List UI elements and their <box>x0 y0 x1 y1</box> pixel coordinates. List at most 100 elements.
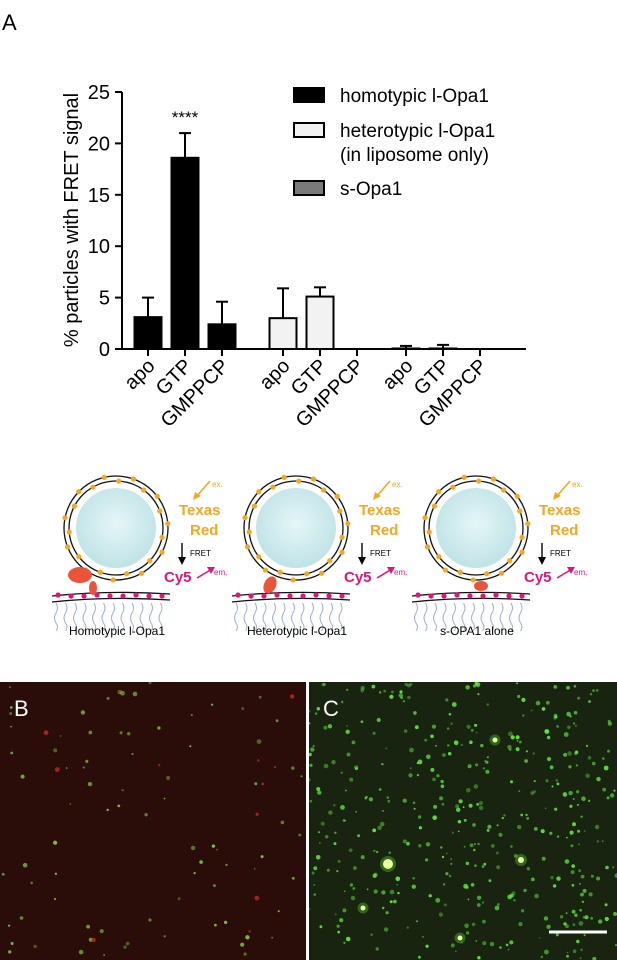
fret-arrowhead <box>538 557 546 565</box>
fluorescent-spot <box>442 883 446 886</box>
fluorescent-spot <box>22 862 28 868</box>
fluorescent-spot <box>482 919 486 924</box>
liposome-membrane-inner <box>428 480 524 576</box>
fluorescent-spot <box>451 702 457 707</box>
fluorescent-spot <box>396 884 398 886</box>
fluorescent-spot <box>407 683 411 688</box>
fluorescent-spot <box>127 732 131 736</box>
legend-swatch <box>293 87 325 103</box>
fluorescent-spot <box>189 745 192 748</box>
fluorescent-spot <box>569 830 574 835</box>
fluorescent-spot <box>321 682 326 687</box>
fluorescent-spot <box>376 718 381 722</box>
fluorescent-spot <box>313 884 316 886</box>
cy5-dye <box>519 593 525 599</box>
bar <box>305 295 335 350</box>
y-tick-label: 20 <box>88 133 110 155</box>
texas-red-dye <box>304 571 310 577</box>
lipid-tail <box>54 602 58 632</box>
fluorescent-spot <box>443 903 447 907</box>
fluorescent-spot <box>311 871 315 875</box>
fluorescent-spot <box>177 897 181 901</box>
cy5-dye <box>68 593 74 599</box>
texas-red-dye <box>130 476 137 482</box>
fluorescent-spot <box>275 719 279 723</box>
texas-label: Texas <box>359 502 400 519</box>
bar <box>170 156 200 350</box>
red-label: Red <box>190 522 218 539</box>
y-tick-label: 10 <box>88 236 110 258</box>
fluorescent-spot <box>254 782 258 786</box>
fluorescent-spot <box>53 748 58 753</box>
fluorescent-spot <box>318 831 321 834</box>
fluorescent-spot <box>19 916 24 920</box>
schematic-caption: s-OPA1 alone <box>440 624 514 638</box>
fluorescent-spot <box>475 940 478 942</box>
fluorescent-spot <box>587 756 592 760</box>
fluorescent-spot <box>375 850 379 854</box>
fluorescent-spot <box>482 941 487 946</box>
fluorescent-spot <box>441 802 445 806</box>
texas-red-dye <box>436 489 442 495</box>
fluorescent-spot <box>86 924 90 929</box>
fluorescent-spot <box>573 685 577 688</box>
micrograph-c: C <box>309 682 617 960</box>
fluorescent-spot <box>440 846 443 849</box>
fluorescent-spot <box>346 725 348 727</box>
fluorescent-spot <box>212 884 216 888</box>
ex-label: ex. <box>572 480 583 489</box>
texas-red-dye <box>507 558 513 564</box>
fluorescent-spot <box>442 753 446 757</box>
fluorescent-spot <box>576 803 579 806</box>
fluorescent-spot <box>424 738 428 742</box>
lipid-tail <box>73 602 77 632</box>
fluorescent-spot <box>253 868 256 870</box>
fluorescent-spot <box>368 797 373 802</box>
y-tick-label: 15 <box>88 185 110 207</box>
lipid-tail <box>471 602 475 632</box>
fluorescent-spot <box>344 819 347 822</box>
fluorescent-spot <box>377 825 382 830</box>
fluorescent-spot <box>258 695 262 699</box>
legend-label: homotypic l-Opa1 <box>340 86 489 107</box>
cy5-dye <box>467 593 473 599</box>
fluorescent-spot <box>609 793 615 798</box>
texas-red-dye <box>318 570 325 576</box>
fluorescent-spot <box>466 788 471 793</box>
lipid-tail <box>338 602 343 632</box>
fluorescent-spot <box>403 729 408 733</box>
lipid-tail <box>319 602 324 632</box>
fluorescent-spot <box>446 852 448 855</box>
fluorescent-spot <box>497 903 500 906</box>
fluorescent-spot <box>544 949 549 955</box>
schematic-unit: ex. Texas Red FRET Cy5 em. s-OPA1 alone <box>411 474 587 638</box>
fluorescent-spot <box>340 771 343 774</box>
texas-red-dye <box>110 577 116 583</box>
bar <box>207 323 237 351</box>
fluorescent-spot <box>349 777 354 782</box>
fluorescent-spot <box>315 855 321 860</box>
fluorescent-spot <box>469 843 474 848</box>
fluorescent-spot <box>534 893 539 899</box>
fluorescent-spot <box>450 858 452 860</box>
fluorescent-spot <box>555 779 558 782</box>
cy5-label: Cy5 <box>524 569 552 586</box>
fluorescent-spot <box>545 700 550 705</box>
fluorescent-spot <box>80 710 86 715</box>
fluorescent-spot <box>458 799 463 804</box>
cy5-dye <box>146 593 152 599</box>
fluorescent-spot <box>486 703 489 706</box>
fluorescent-spot <box>349 883 353 887</box>
fret-arrowhead <box>178 557 186 565</box>
fluorescent-spot <box>578 921 584 926</box>
fluorescent-spot <box>550 875 554 880</box>
cy5-dye <box>81 593 87 599</box>
texas-red-dye <box>450 484 456 490</box>
fluorescent-spot <box>334 831 337 834</box>
fluorescent-spot <box>467 898 470 901</box>
fluorescent-spot <box>383 927 389 932</box>
lipid-tail <box>310 602 314 632</box>
fluorescent-spot <box>540 955 543 959</box>
fluorescent-spot <box>510 780 513 784</box>
fluorescent-spot <box>413 807 416 810</box>
